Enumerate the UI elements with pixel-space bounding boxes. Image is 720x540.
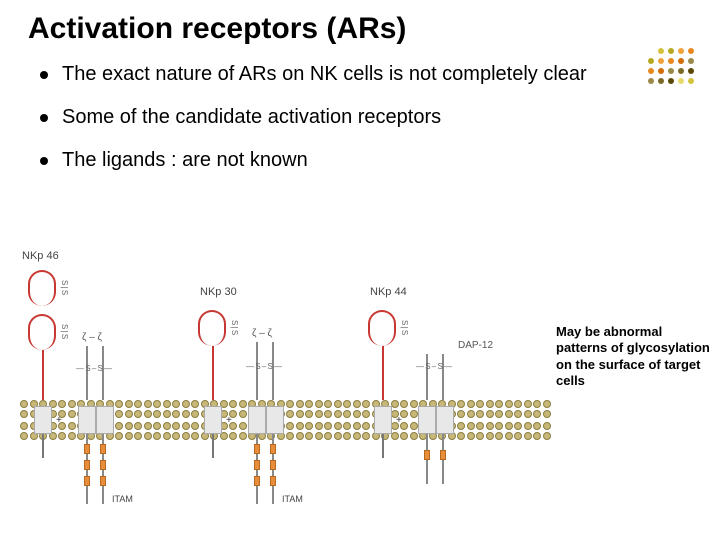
tm-domain-icon — [374, 406, 392, 434]
bullet-marker-icon — [40, 114, 48, 122]
bullet-item: The ligands : are not known — [40, 148, 600, 173]
disulfide-label: S | S — [400, 320, 409, 335]
tm-domain-icon — [266, 406, 284, 434]
bullet-text: The ligands : are not known — [62, 148, 308, 173]
adaptor-chain — [272, 342, 274, 400]
cyto-tail — [42, 434, 44, 458]
bullet-list: The exact nature of ARs on NK cells is n… — [40, 62, 600, 191]
charge-plus-icon: + — [226, 415, 232, 426]
tm-domain-icon — [78, 406, 96, 434]
receptor-stalk — [382, 346, 384, 400]
tm-domain-icon — [96, 406, 114, 434]
itam-icon — [254, 444, 260, 454]
adaptor-label: DAP-12 — [458, 340, 493, 351]
disulfide-label: S | S — [60, 280, 69, 295]
tm-domain-icon — [204, 406, 222, 434]
disulfide-label: S | S — [230, 320, 239, 335]
charge-plus-icon: + — [56, 415, 62, 426]
itam-icon — [424, 450, 430, 460]
adaptor-chain — [86, 346, 88, 400]
cyto-tail — [382, 434, 384, 458]
receptor-stalk — [42, 350, 44, 400]
itam-icon — [254, 460, 260, 470]
tm-domain-icon — [436, 406, 454, 434]
disulfide-label: S | S — [60, 324, 69, 339]
bullet-item: Some of the candidate activation recepto… — [40, 105, 600, 130]
itam-text: ITAM — [112, 494, 133, 504]
tm-domain-icon — [34, 406, 52, 434]
receptor-label: NKp 30 — [200, 286, 237, 298]
charge-plus-icon: + — [396, 415, 402, 426]
itam-icon — [84, 476, 90, 486]
itam-icon — [270, 444, 276, 454]
disulfide-label: — S – S — — [416, 362, 452, 371]
receptor-stalk — [212, 346, 214, 400]
ig-domain-icon — [198, 310, 226, 346]
itam-icon — [84, 444, 90, 454]
itam-icon — [100, 476, 106, 486]
itam-icon — [440, 450, 446, 460]
itam-icon — [84, 460, 90, 470]
itam-text: ITAM — [282, 494, 303, 504]
slide-title: Activation receptors (ARs) — [28, 12, 406, 46]
adaptor-label: ζ – ζ — [252, 328, 272, 339]
ig-domain-icon — [368, 310, 396, 346]
bullet-marker-icon — [40, 71, 48, 79]
itam-icon — [100, 460, 106, 470]
receptor-label: NKp 46 — [22, 250, 59, 262]
receptor-label: NKp 44 — [370, 286, 407, 298]
bullet-item: The exact nature of ARs on NK cells is n… — [40, 62, 600, 87]
ig-domain-icon — [28, 270, 56, 306]
adaptor-label: ζ – ζ — [82, 332, 102, 343]
adaptor-chain — [256, 342, 258, 400]
itam-icon — [270, 460, 276, 470]
adaptor-chain — [426, 354, 428, 400]
disulfide-label: — S – S — — [246, 362, 282, 371]
bullet-text: Some of the candidate activation recepto… — [62, 105, 441, 130]
adaptor-chain — [442, 354, 444, 400]
corner-dots-decoration — [648, 48, 694, 84]
adaptor-chain — [102, 346, 104, 400]
itam-icon — [100, 444, 106, 454]
disulfide-label: — S – S — — [76, 364, 112, 373]
bullet-marker-icon — [40, 157, 48, 165]
tm-domain-icon — [248, 406, 266, 434]
itam-icon — [254, 476, 260, 486]
cyto-tail — [212, 434, 214, 458]
tm-domain-icon — [418, 406, 436, 434]
receptor-diagram: NKp 46 S | S S | S ζ – ζ — S – S — NKp 3… — [20, 250, 700, 530]
bullet-text: The exact nature of ARs on NK cells is n… — [62, 62, 587, 87]
ig-domain-icon — [28, 314, 56, 350]
itam-icon — [270, 476, 276, 486]
